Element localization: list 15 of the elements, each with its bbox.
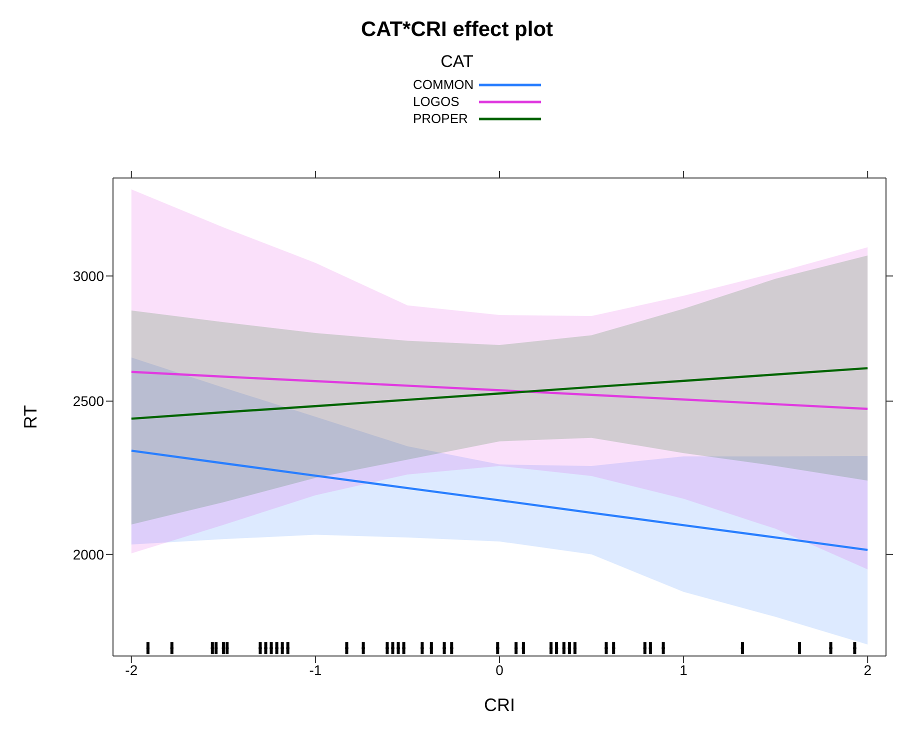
- y-tick-label: 2000: [72, 546, 104, 562]
- legend-label: LOGOS: [413, 94, 460, 109]
- legend-label: COMMON: [413, 77, 475, 92]
- x-axis-title: CRI: [484, 694, 515, 715]
- y-tick-label: 2500: [72, 393, 104, 410]
- y-axis-title: RT: [20, 405, 40, 429]
- x-tick-label: 1: [680, 662, 688, 678]
- y-tick-label: 3000: [72, 268, 104, 284]
- x-tick-label: 0: [496, 662, 504, 678]
- legend-label: PROPER: [413, 111, 469, 126]
- x-tick-label: -1: [309, 662, 322, 678]
- x-tick-label: -2: [125, 662, 138, 678]
- x-tick-label: 2: [864, 662, 872, 678]
- legend-title: CAT: [440, 52, 474, 72]
- chart-title: CAT*CRI effect plot: [360, 18, 554, 42]
